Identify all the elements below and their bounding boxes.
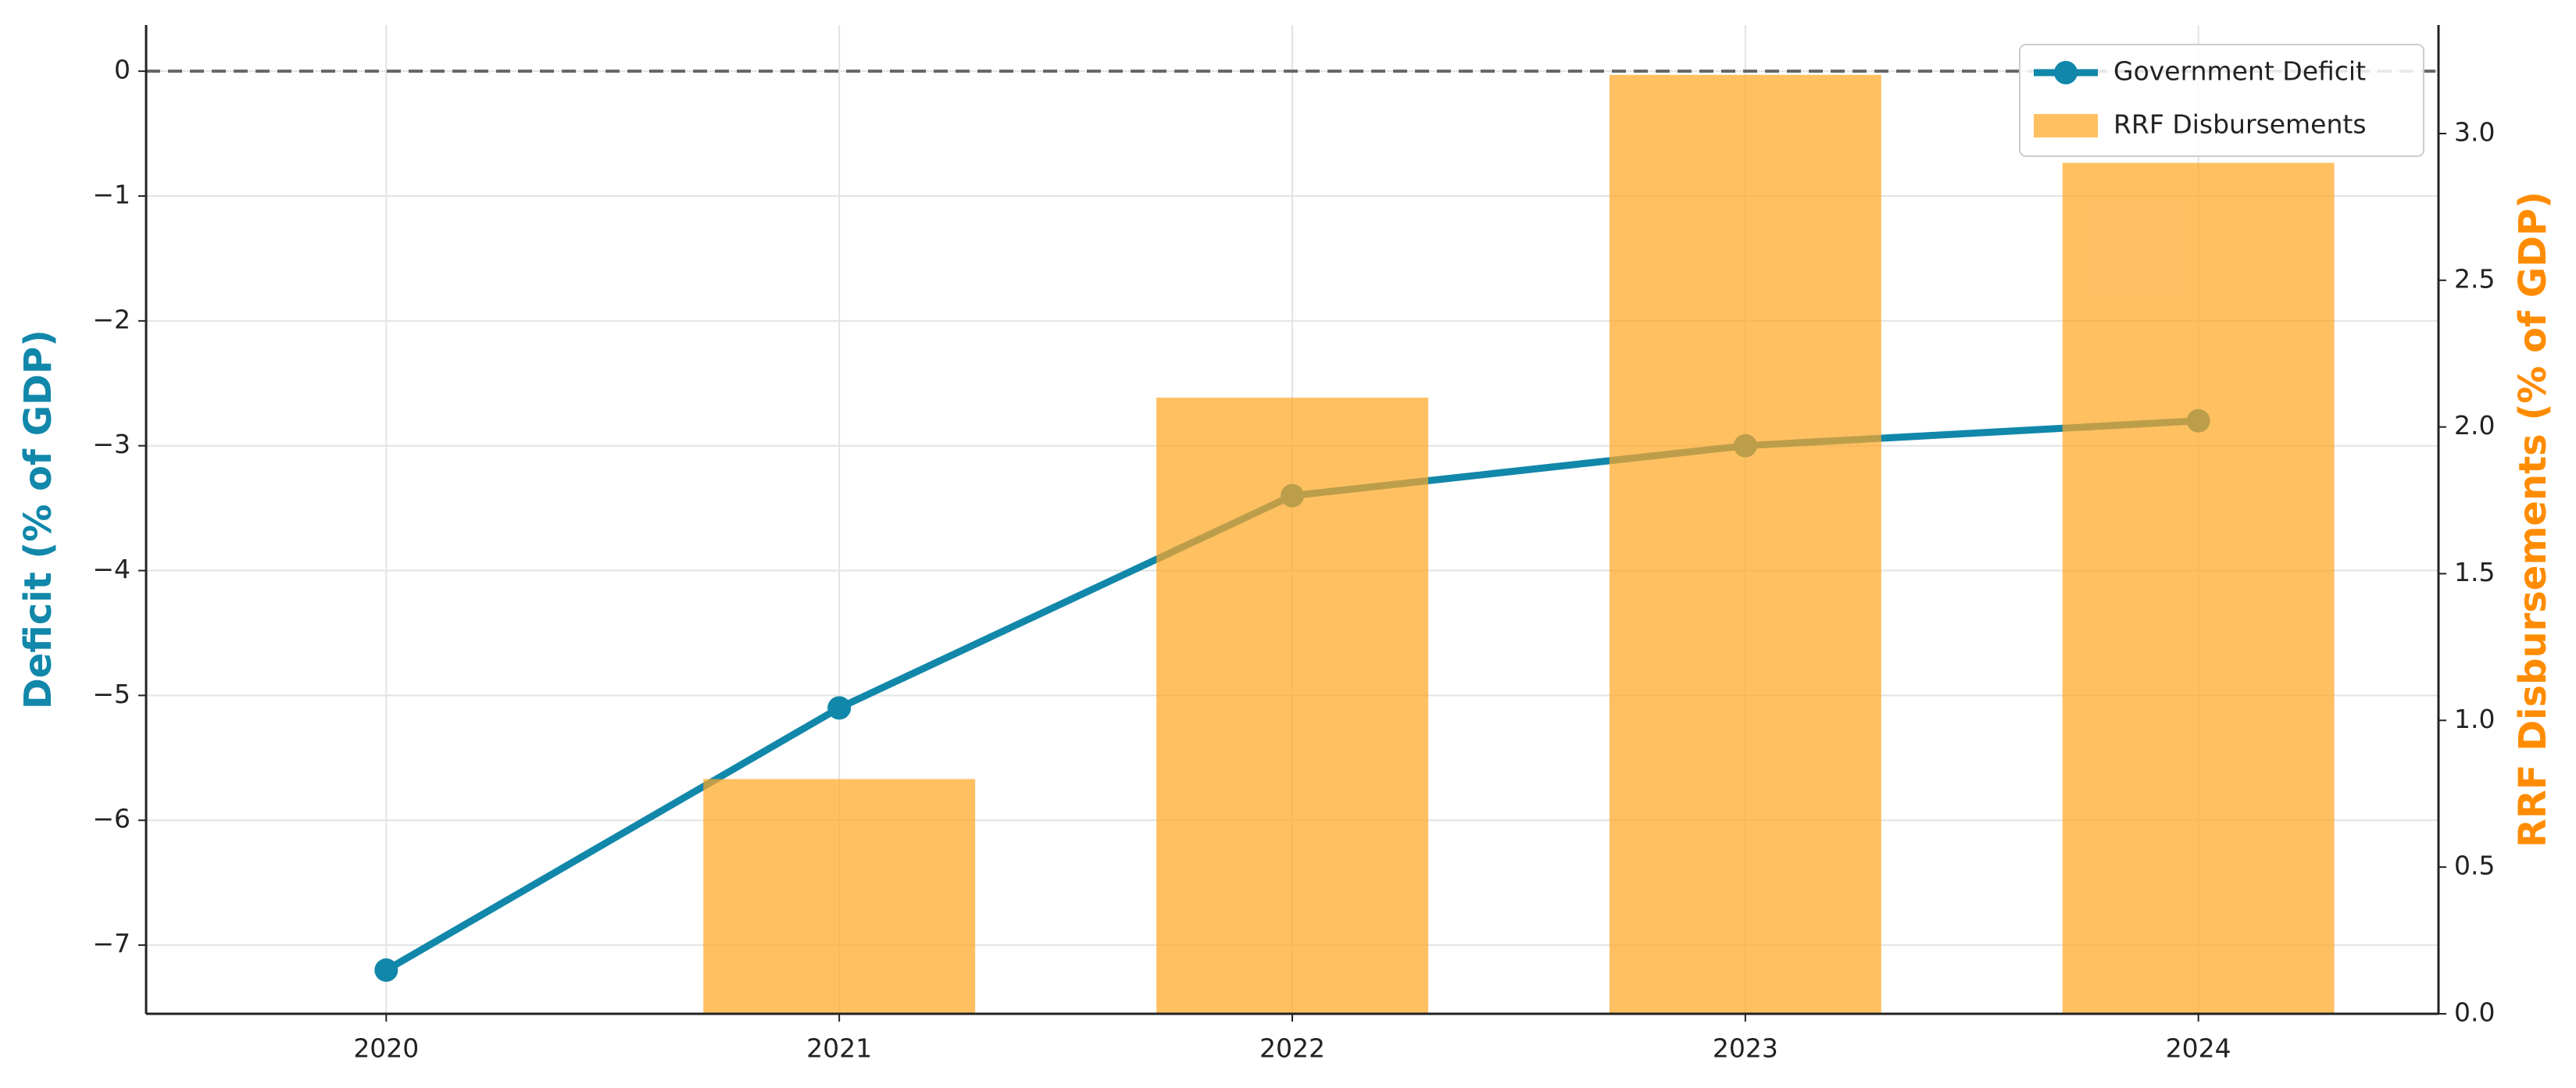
- y2-tick-label: 1.5: [2454, 557, 2495, 587]
- y2-axis-title: RRF Disbursements (% of GDP): [2511, 191, 2555, 847]
- deficit-point: [374, 958, 398, 983]
- x-tick-label: 2024: [2166, 1033, 2231, 1064]
- y2-tick-label: 0.0: [2454, 997, 2495, 1028]
- rrf-bar: [2062, 162, 2335, 1014]
- legend-marker: [2054, 61, 2078, 84]
- y-tick-label: −3: [92, 429, 130, 459]
- legend-swatch: [2034, 114, 2098, 137]
- y-tick-label: 0: [114, 55, 130, 85]
- x-tick-label: 2021: [806, 1033, 872, 1064]
- x-tick-label: 2022: [1259, 1033, 1325, 1064]
- legend-label: RRF Disbursements: [2113, 109, 2367, 140]
- y-tick-label: −5: [92, 679, 130, 709]
- y2-tick-label: 2.5: [2454, 263, 2495, 294]
- y-axis-title: Deficit (% of GDP): [16, 330, 60, 709]
- rrf-bar: [1156, 398, 1428, 1015]
- y-tick-label: −2: [92, 304, 130, 334]
- x-tick-label: 2023: [1713, 1033, 1778, 1064]
- y2-tick-label: 3.0: [2454, 116, 2495, 147]
- y-tick-label: −4: [92, 554, 130, 584]
- y-tick-label: −1: [92, 179, 130, 209]
- legend-box: [2019, 44, 2424, 157]
- y-tick-label: −7: [92, 929, 130, 959]
- deficit-point: [827, 696, 852, 720]
- y2-tick-label: 1.0: [2454, 704, 2495, 734]
- y-tick-label: −6: [92, 804, 130, 834]
- rrf-bar: [703, 779, 976, 1014]
- y2-tick-label: 2.0: [2454, 410, 2495, 441]
- legend-label: Government Deficit: [2113, 56, 2366, 87]
- y2-tick-label: 0.5: [2454, 851, 2495, 881]
- rrf-bar: [1609, 74, 1881, 1014]
- x-tick-label: 2020: [353, 1033, 419, 1064]
